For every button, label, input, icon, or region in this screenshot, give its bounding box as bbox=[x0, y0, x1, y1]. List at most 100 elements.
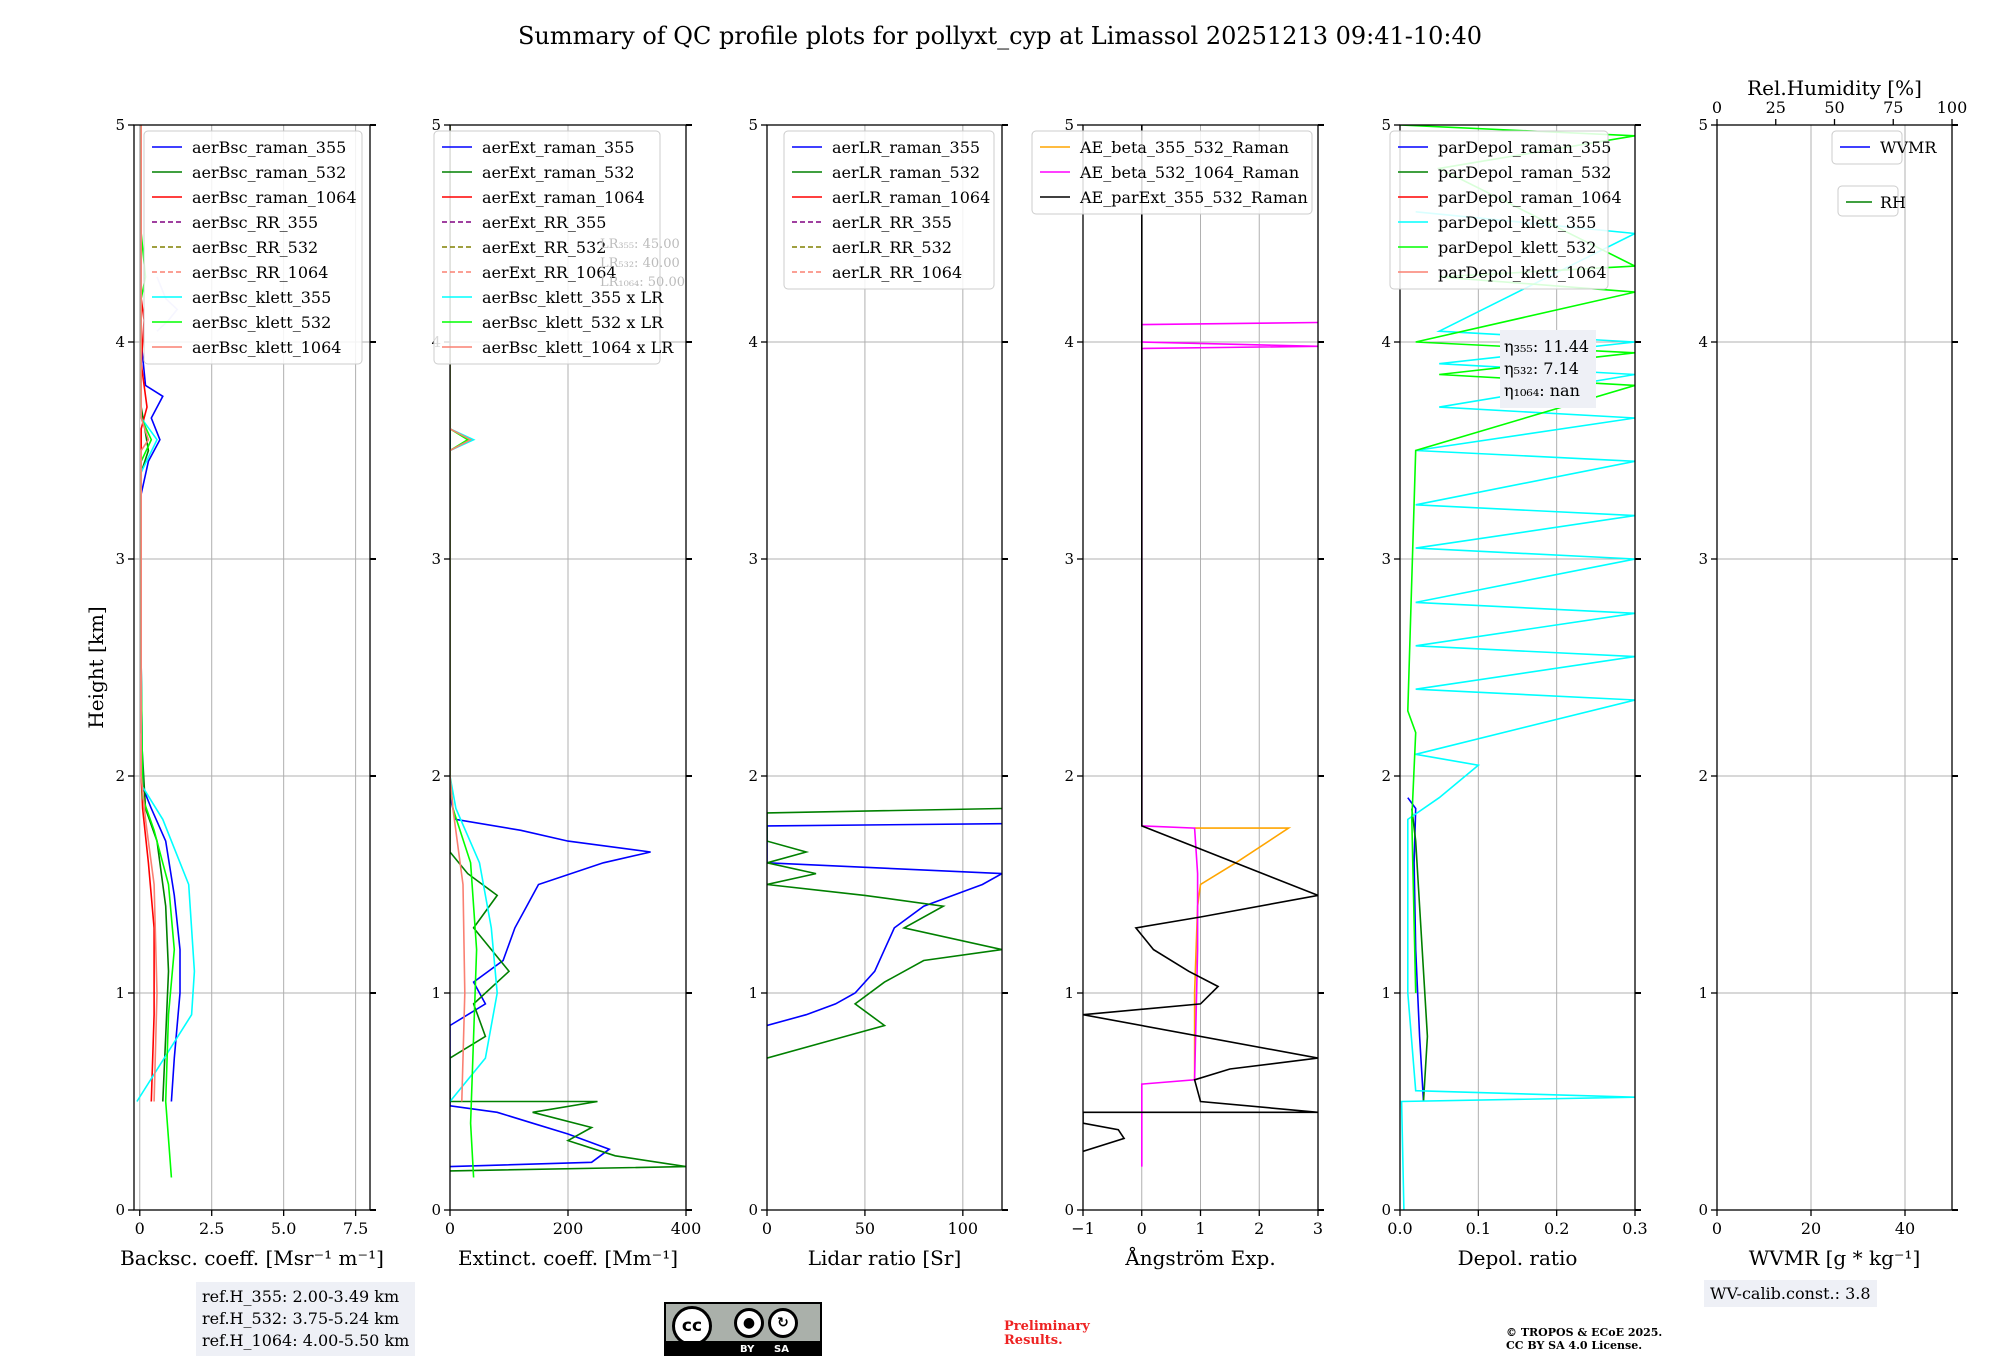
legend-entry: aerBsc_klett_532 bbox=[192, 313, 331, 332]
axes-frame bbox=[1716, 124, 1953, 1211]
eta-annotation-box bbox=[1500, 330, 1596, 408]
x-tick-label: 0 bbox=[135, 1219, 145, 1238]
legend-entry: parDepol_klett_355 bbox=[1438, 213, 1596, 232]
top-tick-label: 75 bbox=[1883, 98, 1903, 117]
series-line-parDepol_raman_355 bbox=[1407, 797, 1425, 1102]
y-tick-label: 4 bbox=[1064, 333, 1074, 351]
legend-entry: parDepol_klett_1064 bbox=[1438, 263, 1607, 282]
panel-5: 0 1 2 3 4 5 0.0 0.1 0.2 0.3 Depol. ratio parDepol_r… bbox=[1381, 116, 1647, 1270]
x-axis-label: Extinct. coeff. [Mm⁻¹] bbox=[458, 1246, 678, 1270]
legend-entry: aerLR_raman_1064 bbox=[832, 188, 990, 207]
y-tick-label: 1 bbox=[431, 984, 441, 1002]
x-tick-label: 0.0 bbox=[1387, 1219, 1412, 1238]
ref-height-355: ref.H_355: 2.00-3.49 km bbox=[202, 1287, 400, 1306]
cc-by-label: BY bbox=[740, 1344, 755, 1355]
y-tick-label: 5 bbox=[1698, 116, 1708, 134]
panel-1: 0 1 2 3 4 5 0 2.5 5.0 7.5 Backsc. coeff. [Msr⁻¹ m⁻… bbox=[84, 116, 384, 1270]
axes-frame bbox=[133, 124, 371, 1211]
wv-calibration-constant: WV-calib.const.: 3.8 bbox=[1704, 1280, 1877, 1307]
y-tick-label: 4 bbox=[748, 333, 758, 351]
ref-height-1064: ref.H_1064: 4.00-5.50 km bbox=[202, 1331, 410, 1350]
eta-annotation: η₁₀₆₄: nan bbox=[1504, 381, 1580, 400]
cc-logo-icon: cc bbox=[672, 1306, 712, 1346]
y-tick-label: 2 bbox=[1064, 767, 1074, 785]
x-tick-label: 0.2 bbox=[1544, 1219, 1569, 1238]
y-tick-label: 4 bbox=[1381, 333, 1391, 351]
legend-entry: parDepol_raman_532 bbox=[1438, 163, 1611, 182]
x-tick-label: 200 bbox=[553, 1219, 584, 1238]
y-tick-label: 0 bbox=[1064, 1201, 1074, 1219]
y-tick-label: 5 bbox=[115, 116, 125, 134]
legend-entry: aerLR_RR_355 bbox=[832, 213, 952, 232]
legend-box-2 bbox=[1837, 185, 1899, 217]
series-line-aerExt_raman_355 bbox=[450, 125, 651, 1168]
legend-entry: aerBsc_RR_1064 bbox=[192, 263, 328, 282]
x-tick-label: 3 bbox=[1313, 1219, 1323, 1238]
legend-entry: aerExt_RR_532 bbox=[482, 238, 606, 257]
cc-sa-label: SA bbox=[774, 1344, 789, 1355]
y-tick-label: 5 bbox=[1381, 116, 1391, 134]
legend-entry: WVMR bbox=[1880, 138, 1937, 157]
legend-entry: aerLR_raman_355 bbox=[832, 138, 980, 157]
top-tick-label: 25 bbox=[1766, 98, 1786, 117]
x-axis-label: Lidar ratio [Sr] bbox=[808, 1246, 962, 1270]
cc-license-badge: cc ● ↻ BY SA bbox=[664, 1302, 822, 1356]
y-tick-label: 1 bbox=[1064, 984, 1074, 1002]
ref-height-532: ref.H_532: 3.75-5.24 km bbox=[202, 1309, 400, 1328]
legend-entry: aerExt_RR_1064 bbox=[482, 263, 617, 282]
top-axis-label: Rel.Humidity [%] bbox=[1747, 76, 1922, 100]
eta-annotation: η₃₅₅: 11.44 bbox=[1504, 337, 1589, 356]
legend-entry: aerBsc_RR_532 bbox=[192, 238, 318, 257]
legend-entry: aerBsc_RR_355 bbox=[192, 213, 318, 232]
legend-entry: aerBsc_raman_1064 bbox=[192, 188, 357, 207]
legend-entry: aerExt_raman_532 bbox=[482, 163, 635, 182]
y-tick-label: 5 bbox=[748, 116, 758, 134]
x-tick-label: 20 bbox=[1801, 1219, 1821, 1238]
lidar-ratio-annotation: LR₅₃₂: 40.00 bbox=[600, 256, 680, 271]
legend-box bbox=[1031, 130, 1313, 215]
x-axis-label: Depol. ratio bbox=[1458, 1246, 1578, 1270]
lidar-ratio-annotation: LR₁₀₆₄: 50.00 bbox=[600, 275, 685, 290]
legend-entry: AE_parExt_355_532_Raman bbox=[1079, 188, 1308, 207]
series-line-aerBsc_klett_1064 x LR bbox=[450, 125, 473, 1102]
series-line-aerBsc_klett_1064 bbox=[140, 125, 158, 1102]
legend-entry: aerLR_raman_532 bbox=[832, 163, 980, 182]
x-tick-label: 50 bbox=[855, 1219, 875, 1238]
y-axis-label: Height [km] bbox=[84, 606, 108, 728]
legend-entry: parDepol_raman_355 bbox=[1438, 138, 1611, 157]
reference-heights-box: ref.H_355: 2.00-3.49 km ref.H_532: 3.75-… bbox=[196, 1282, 416, 1356]
legend-entry: aerLR_RR_1064 bbox=[832, 263, 962, 282]
legend-entry: aerExt_raman_355 bbox=[482, 138, 635, 157]
lidar-ratio-annotation: LR₃₅₅: 45.00 bbox=[600, 237, 680, 252]
x-tick-label: −1 bbox=[1071, 1219, 1095, 1238]
legend-entry: aerBsc_klett_1064 bbox=[192, 338, 341, 357]
series-group bbox=[1083, 125, 1318, 1167]
y-tick-label: 0 bbox=[115, 1201, 125, 1219]
x-tick-label: 2 bbox=[1254, 1219, 1264, 1238]
legend-entry: aerBsc_klett_355 x LR bbox=[482, 288, 664, 307]
y-tick-label: 2 bbox=[431, 767, 441, 785]
series-line-aerExt_raman_532 bbox=[450, 125, 686, 1172]
x-tick-label: 5.0 bbox=[271, 1219, 296, 1238]
y-tick-label: 3 bbox=[1064, 550, 1074, 568]
legend-box bbox=[1389, 130, 1609, 290]
series-line-AE_beta_355_532_Raman bbox=[1193, 827, 1292, 1080]
x-tick-label: 7.5 bbox=[343, 1219, 368, 1238]
y-tick-label: 2 bbox=[748, 767, 758, 785]
legend-entry: aerLR_RR_532 bbox=[832, 238, 952, 257]
x-axis-label: WVMR [g * kg⁻¹] bbox=[1749, 1246, 1921, 1270]
series-line-AE_beta_532_1064_Raman bbox=[1141, 321, 1318, 1167]
series-line-parDepol_raman_532 bbox=[1411, 808, 1429, 1102]
y-tick-label: 2 bbox=[115, 767, 125, 785]
y-tick-label: 0 bbox=[748, 1201, 758, 1219]
x-tick-label: 400 bbox=[671, 1219, 702, 1238]
y-tick-label: 2 bbox=[1698, 767, 1708, 785]
legend-entry: AE_beta_532_1064_Raman bbox=[1079, 163, 1299, 182]
series-line-aerLR_raman_355 bbox=[767, 822, 1002, 1027]
preliminary-results-note: Preliminary Results. bbox=[1004, 1319, 1090, 1348]
y-tick-label: 1 bbox=[748, 984, 758, 1002]
y-tick-label: 5 bbox=[431, 116, 441, 134]
y-tick-label: 4 bbox=[115, 333, 125, 351]
